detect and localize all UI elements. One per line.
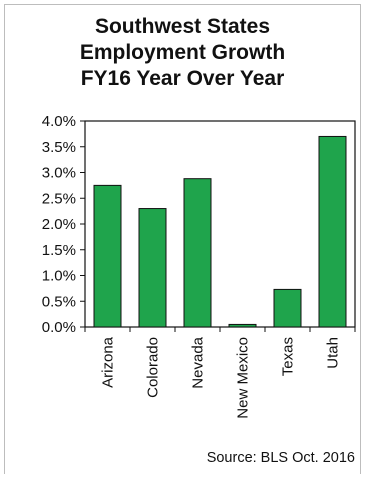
- x-tick-label: Arizona: [100, 336, 117, 388]
- x-tick-label: Texas: [280, 337, 297, 376]
- y-tick-label: 3.0%: [42, 165, 76, 182]
- y-tick-label: 1.5%: [42, 242, 76, 259]
- chart-title-line-2: Employment Growth: [79, 41, 286, 64]
- source-note: Source: BLS Oct. 2016: [207, 450, 355, 466]
- y-axis: 0.0% 0.5% 1.0% 1.5% 2.0% 2.5% 3.0% 3.5% 4.0%: [42, 113, 85, 336]
- y-tick-label: 2.0%: [42, 216, 76, 233]
- chart-title-line-3: FY16 Year Over Year: [80, 67, 285, 90]
- bar: [93, 184, 122, 328]
- chart-title: Southwest States Employment Growth FY16 …: [0, 14, 365, 92]
- y-tick-label: 4.0%: [42, 113, 76, 130]
- bar: [228, 323, 257, 328]
- chart-title-line-1: Southwest States: [94, 15, 271, 38]
- plot-area: [84, 120, 356, 328]
- chart-frame: [4, 4, 361, 474]
- plot-border: [84, 120, 356, 328]
- x-tick-label: Utah: [325, 337, 342, 369]
- bar: [273, 288, 302, 328]
- bars: [93, 135, 347, 328]
- x-tick-label: New Mexico: [235, 337, 252, 419]
- y-tick-label: 0.5%: [42, 293, 76, 310]
- x-axis: Arizona Colorado Nevada New Mexico Texas Utah: [84, 327, 356, 419]
- y-tick-label: 0.0%: [42, 319, 76, 336]
- bar: [138, 208, 167, 328]
- x-tick-label: Colorado: [145, 337, 162, 398]
- y-tick-label: 2.5%: [42, 190, 76, 207]
- y-tick-label: 3.5%: [42, 139, 76, 156]
- bar: [183, 178, 212, 328]
- y-tick-label: 1.0%: [42, 268, 76, 285]
- x-tick-label: Nevada: [190, 336, 207, 388]
- bar: [318, 135, 347, 328]
